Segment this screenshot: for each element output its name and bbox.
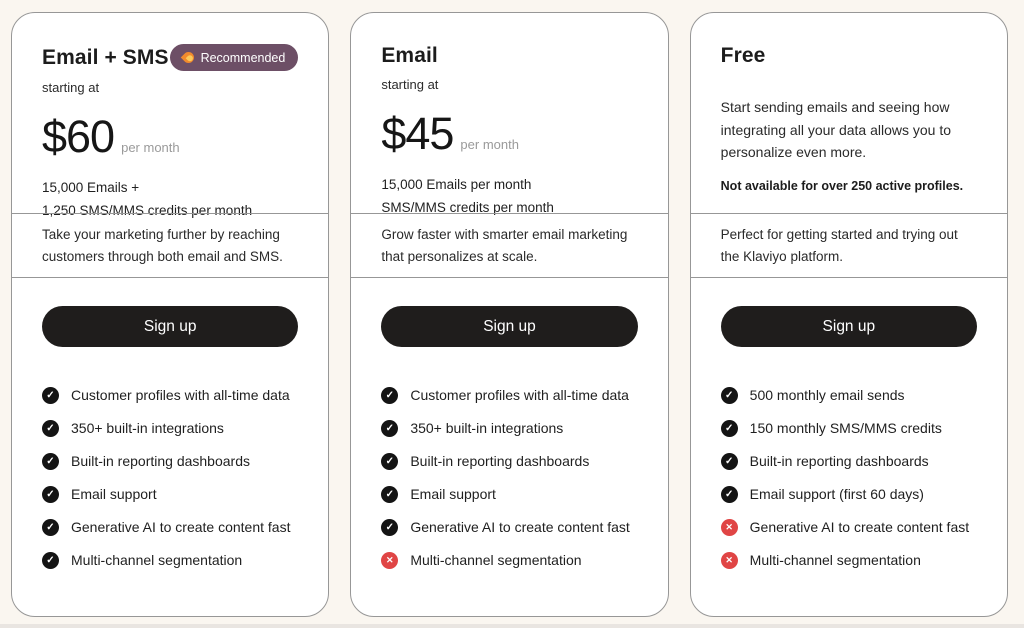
sign-up-button[interactable]: Sign up [381, 306, 638, 347]
check-icon: ✓ [42, 419, 59, 437]
feature-label: Multi-channel segmentation [71, 552, 243, 568]
feature-label: Email support [410, 486, 496, 502]
sign-up-button[interactable]: Sign up [720, 306, 977, 347]
allowance-line: SMS/MMS credits per month [381, 200, 554, 215]
price-period: per month [121, 140, 180, 155]
check-icon: ✓ [42, 485, 59, 503]
feature-item: ✕ Multi-channel segmentation [381, 551, 637, 569]
allowance-line: 15,000 Emails + [42, 180, 140, 195]
feature-item: ✓ 350+ built-in integrations [381, 419, 637, 437]
starting-at-label: starting at [42, 80, 100, 95]
feature-item: ✓ 500 monthly email sends [720, 386, 977, 404]
plan-header: Free Start sending emails and seeing how… [691, 13, 1007, 213]
plan-body: Sign up ✓ Customer profiles with all-tim… [12, 278, 328, 616]
pricing-card-email-sms: Email + SMS Recommended starting at $60 … [11, 12, 330, 617]
feature-label: Customer profiles with all-time data [71, 387, 290, 403]
flame-icon [180, 49, 196, 66]
feature-item: ✓ Email support (first 60 days) [720, 485, 977, 503]
pricing-card-free: Free Start sending emails and seeing how… [689, 12, 1008, 617]
feature-item: ✕ Multi-channel segmentation [720, 551, 977, 569]
feature-label: 350+ built-in integrations [410, 420, 564, 436]
feature-item: ✓ Multi-channel segmentation [42, 551, 298, 569]
check-icon: ✓ [42, 452, 59, 470]
check-icon: ✓ [42, 518, 59, 536]
cross-icon: ✕ [720, 551, 738, 569]
price-value: $60 [42, 111, 115, 162]
cross-icon: ✕ [381, 551, 399, 569]
feature-list: ✓ Customer profiles with all-time data ✓… [42, 386, 298, 569]
feature-item: ✓ Built-in reporting dashboards [42, 452, 298, 470]
check-icon: ✓ [720, 386, 738, 404]
feature-item: ✓ Built-in reporting dashboards [720, 452, 977, 470]
feature-item: ✓ 150 monthly SMS/MMS credits [720, 419, 977, 437]
feature-label: 500 monthly email sends [749, 387, 905, 403]
feature-label: Multi-channel segmentation [410, 552, 582, 568]
page-bottom-edge [0, 624, 1024, 628]
feature-item: ✓ 350+ built-in integrations [42, 419, 298, 437]
check-icon: ✓ [381, 518, 399, 536]
plan-header: Email starting at $45 per month 15,000 E… [351, 13, 667, 215]
plan-note: Not available for over 250 active profil… [720, 179, 964, 194]
check-icon: ✓ [720, 485, 738, 503]
pricing-card-email: Email starting at $45 per month 15,000 E… [350, 12, 669, 617]
feature-item: ✓ Generative AI to create content fast [381, 518, 637, 536]
feature-item: ✓ Email support [381, 485, 637, 503]
plan-description: Grow faster with smarter email marketing… [381, 226, 628, 264]
price-period: per month [460, 137, 519, 152]
check-icon: ✓ [42, 551, 59, 569]
feature-label: Built-in reporting dashboards [410, 453, 590, 469]
check-icon: ✓ [42, 386, 59, 404]
plan-description-section: Take your marketing further by reaching … [12, 213, 329, 278]
feature-label: Customer profiles with all-time data [410, 387, 629, 403]
check-icon: ✓ [381, 485, 399, 503]
plan-title: Email + SMS [42, 45, 169, 69]
feature-label: Email support [71, 486, 157, 502]
feature-label: 350+ built-in integrations [71, 420, 224, 436]
starting-at-label: starting at [381, 77, 439, 92]
check-icon: ✓ [381, 452, 399, 470]
feature-item: ✓ Customer profiles with all-time data [381, 386, 637, 404]
feature-label: Generative AI to create content fast [410, 519, 630, 535]
recommended-badge-label: Recommended [200, 50, 286, 65]
check-icon: ✓ [720, 452, 738, 470]
check-icon: ✓ [381, 386, 399, 404]
plan-intro: Start sending emails and seeing how inte… [720, 99, 952, 161]
plan-description: Perfect for getting started and trying o… [720, 226, 958, 264]
check-icon: ✓ [720, 419, 738, 437]
recommended-badge: Recommended [169, 44, 299, 71]
cross-icon: ✕ [720, 518, 738, 536]
plan-title: Email [381, 44, 438, 67]
feature-item: ✓ Email support [42, 485, 298, 503]
feature-item: ✓ Customer profiles with all-time data [42, 386, 298, 404]
feature-item: ✓ Generative AI to create content fast [42, 518, 298, 536]
plan-body: Sign up ✓ 500 monthly email sends ✓ 150 … [691, 278, 1007, 616]
allowance-line: 15,000 Emails per month [381, 177, 532, 192]
feature-list: ✓ Customer profiles with all-time data ✓… [381, 386, 637, 569]
sign-up-button[interactable]: Sign up [42, 306, 299, 347]
feature-label: Generative AI to create content fast [71, 519, 291, 535]
plan-description-section: Perfect for getting started and trying o… [690, 213, 1007, 278]
feature-label: Generative AI to create content fast [749, 519, 970, 535]
plan-description: Take your marketing further by reaching … [42, 226, 283, 264]
feature-item: ✓ Built-in reporting dashboards [381, 452, 637, 470]
feature-item: ✕ Generative AI to create content fast [720, 518, 977, 536]
check-icon: ✓ [381, 419, 399, 437]
feature-label: Built-in reporting dashboards [749, 453, 929, 469]
plan-description-section: Grow faster with smarter email marketing… [351, 213, 668, 278]
plan-body: Sign up ✓ Customer profiles with all-tim… [351, 278, 667, 616]
allowance-line: 1,250 SMS/MMS credits per month [42, 203, 253, 218]
feature-label: Multi-channel segmentation [749, 552, 921, 568]
plan-title: Free [720, 44, 766, 67]
price-value: $45 [381, 108, 454, 159]
plan-header: Email + SMS Recommended starting at $60 … [12, 13, 328, 218]
feature-label: Built-in reporting dashboards [71, 453, 250, 469]
feature-label: Email support (first 60 days) [749, 486, 924, 502]
feature-list: ✓ 500 monthly email sends ✓ 150 monthly … [720, 386, 977, 569]
feature-label: 150 monthly SMS/MMS credits [749, 420, 942, 436]
